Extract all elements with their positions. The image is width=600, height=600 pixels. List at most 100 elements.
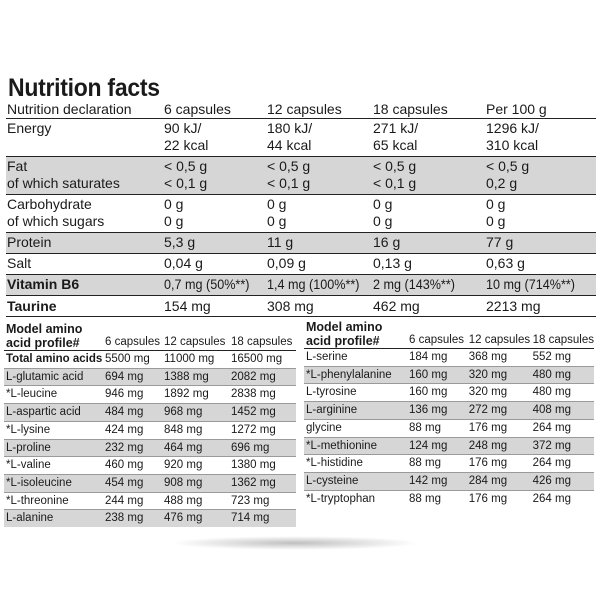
amino-value: 946 mg <box>105 385 164 404</box>
amino-col-18-capsules: 18 capsules <box>532 334 594 346</box>
amino-row: L-serine 184 mg 368 mg 552 mg <box>304 348 594 367</box>
amino-value: 908 mg <box>164 473 231 493</box>
nutrition-table: Nutrition declaration 6 capsules 12 caps… <box>6 101 596 317</box>
row-taurine: Taurine 154 mg 308 mg 462 mg 2213 mg <box>6 295 596 317</box>
amino-name: *L-isoleucine <box>4 473 105 493</box>
amino-value: 244 mg <box>105 491 164 510</box>
amino-value: 272 mg <box>468 401 533 420</box>
header-18-capsules: 18 capsules <box>373 101 448 117</box>
amino-name: *L-histidine <box>304 454 410 473</box>
amino-name: L-glutamic acid <box>4 367 105 386</box>
row-fat: Fat of which saturates < 0,5 g < 0,1 g < 0… <box>6 156 596 195</box>
value-cell: 11 g <box>266 232 372 254</box>
value-cell: 154 mg <box>163 295 266 317</box>
amino-row: glycine 88 mg 176 mg 264 mg <box>304 418 594 438</box>
amino-row: L-glutamic acid 694 mg 1388 mg 2082 mg <box>4 367 296 386</box>
value-cell: 2 mg (143%**) <box>372 274 485 296</box>
value-cell: 16 g <box>372 232 485 254</box>
value-cell: 462 mg <box>372 295 485 317</box>
amino-row: L-tyrosine 160 mg 320 mg 480 mg <box>304 383 594 402</box>
row-label: Vitamin B6 <box>6 274 163 296</box>
header-6-capsules: 6 capsules <box>164 101 231 117</box>
value-cell: 77 g <box>485 232 596 254</box>
amino-value: 11000 mg <box>164 350 231 369</box>
amino-value: 238 mg <box>105 509 164 528</box>
value-cell: < 0,5 g < 0,1 g <box>163 156 266 195</box>
drop-shadow <box>170 536 420 550</box>
amino-value: 88 mg <box>409 454 469 473</box>
header-12-capsules: 12 capsules <box>267 101 342 117</box>
amino-value: 460 mg <box>105 456 164 475</box>
amino-name: L-arginine <box>304 401 410 420</box>
amino-value: 848 mg <box>164 420 231 440</box>
amino-value: 968 mg <box>164 403 231 422</box>
amino-value: 284 mg <box>468 471 533 491</box>
amino-value: 1380 mg <box>231 456 296 475</box>
amino-value: 1388 mg <box>164 367 231 386</box>
amino-row: L-proline 232 mg 464 mg 696 mg <box>4 438 296 457</box>
amino-right-header: Model amino acid profile# 6 capsules 12 c… <box>304 320 594 349</box>
amino-value: 552 mg <box>532 348 594 367</box>
amino-table-right: Model amino acid profile# 6 capsules 12 c… <box>304 320 594 508</box>
amino-value: 426 mg <box>532 471 594 491</box>
amino-value: 1892 mg <box>164 385 231 404</box>
amino-value: 920 mg <box>164 456 231 475</box>
amino-name: L-tyrosine <box>304 383 410 402</box>
amino-col-6-capsules: 6 capsules <box>105 336 160 348</box>
page-title: Nutrition facts <box>8 74 160 102</box>
row-protein: Protein 5,3 g 11 g 16 g 77 g <box>6 232 596 254</box>
amino-value: 264 mg <box>532 454 594 473</box>
amino-row: Total amino acids 5500 mg 11000 mg 16500 mg <box>4 350 296 369</box>
amino-row: L-alanine 238 mg 476 mg 714 mg <box>4 509 296 528</box>
amino-name: L-proline <box>4 438 105 457</box>
amino-value: 723 mg <box>231 491 296 510</box>
value-cell: 308 mg <box>266 295 372 317</box>
amino-value: 264 mg <box>532 489 594 508</box>
amino-value: 1452 mg <box>231 403 296 422</box>
amino-name: Total amino acids <box>4 350 105 369</box>
amino-name: *L-tryptophan <box>304 489 410 508</box>
value-cell: 0,04 g <box>163 253 266 275</box>
value-cell: 1296 kJ/310 kcal <box>485 118 596 157</box>
value-cell: 0,7 mg (50%**) <box>163 274 266 296</box>
amino-name: *L-valine <box>4 456 105 475</box>
amino-left-header: Model amino acid profile# 6 capsules 12 c… <box>4 322 296 351</box>
row-salt: Salt 0,04 g 0,09 g 0,13 g 0,63 g <box>6 253 596 275</box>
value-cell: 0,09 g <box>266 253 372 275</box>
amino-value: 88 mg <box>409 418 469 438</box>
amino-row: *L-leucine 946 mg 1892 mg 2838 mg <box>4 385 296 404</box>
amino-name: *L-lysine <box>4 420 105 440</box>
header-per-100g: Per 100 g <box>486 101 547 117</box>
row-energy: Energy 90 kJ/22 kcal 180 kJ/44 kcal 271 … <box>6 118 596 157</box>
amino-table-left: Model amino acid profile# 6 capsules 12 c… <box>4 322 296 528</box>
amino-value: 484 mg <box>105 403 164 422</box>
amino-value: 176 mg <box>468 454 533 473</box>
amino-left-title: Model amino acid profile# <box>6 322 83 350</box>
amino-value: 368 mg <box>468 348 533 367</box>
value-cell: 271 kJ/65 kcal <box>372 118 485 157</box>
value-cell: 180 kJ/44 kcal <box>266 118 372 157</box>
value-cell: 10 mg (714%**) <box>485 274 596 296</box>
amino-name: L-cysteine <box>304 471 410 491</box>
amino-value: 480 mg <box>532 383 594 402</box>
amino-name: L-aspartic acid <box>4 403 105 422</box>
amino-value: 248 mg <box>468 436 533 455</box>
row-label: Fat of which saturates <box>6 156 163 195</box>
amino-value: 476 mg <box>164 509 231 528</box>
amino-value: 5500 mg <box>105 350 164 369</box>
amino-row: L-arginine 136 mg 272 mg 408 mg <box>304 401 594 420</box>
amino-value: 320 mg <box>468 365 533 384</box>
amino-value: 160 mg <box>409 383 469 402</box>
amino-value: 264 mg <box>532 418 594 438</box>
row-label: Carbohydrate of which sugars <box>6 194 163 233</box>
nutrition-header-row: Nutrition declaration 6 capsules 12 caps… <box>6 101 596 119</box>
amino-value: 176 mg <box>468 418 533 438</box>
value-cell: 2213 mg <box>485 295 596 317</box>
amino-row: *L-threonine 244 mg 488 mg 723 mg <box>4 491 296 510</box>
amino-name: L-alanine <box>4 509 105 528</box>
amino-value: 408 mg <box>532 401 594 420</box>
amino-row: L-aspartic acid 484 mg 968 mg 1452 mg <box>4 403 296 422</box>
row-label: Protein <box>6 232 163 254</box>
